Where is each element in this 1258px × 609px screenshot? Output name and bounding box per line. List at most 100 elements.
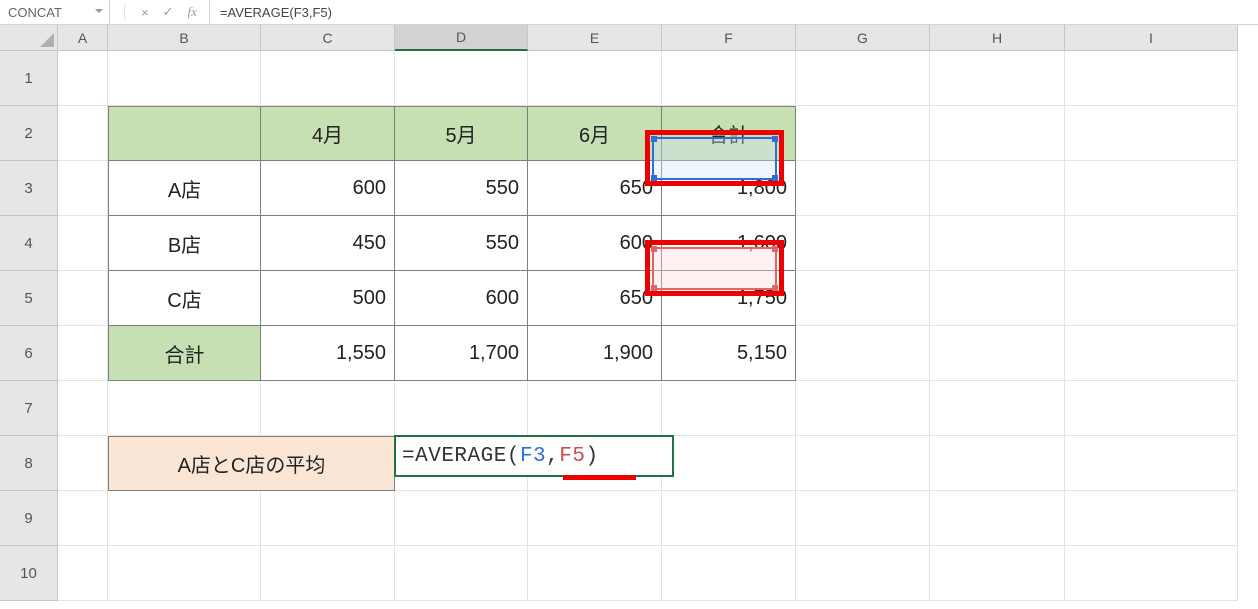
cell-H3[interactable] (930, 161, 1065, 216)
cell-G8[interactable] (796, 436, 930, 491)
cell-C1[interactable] (261, 51, 395, 106)
cell-H6[interactable] (930, 326, 1065, 381)
cell-F9[interactable] (662, 491, 796, 546)
cell-B8C8-merged[interactable]: A店とC店の平均 (108, 436, 395, 491)
cell-F1[interactable] (662, 51, 796, 106)
enter-icon[interactable]: ✓ (163, 4, 174, 20)
cell-G9[interactable] (796, 491, 930, 546)
cell-A4[interactable] (58, 216, 108, 271)
col-header-F[interactable]: F (662, 25, 796, 51)
cell-B4[interactable]: B店 (108, 216, 261, 271)
cell-H5[interactable] (930, 271, 1065, 326)
cell-G6[interactable] (796, 326, 930, 381)
cell-C7[interactable] (261, 381, 395, 436)
cell-G10[interactable] (796, 546, 930, 601)
cell-C9[interactable] (261, 491, 395, 546)
cell-D10[interactable] (395, 546, 528, 601)
row-header-2[interactable]: 2 (0, 106, 58, 161)
cell-F4[interactable]: 1,600 (662, 216, 796, 271)
cell-A7[interactable] (58, 381, 108, 436)
select-all-corner[interactable] (0, 25, 58, 51)
cell-E9[interactable] (528, 491, 662, 546)
cell-C5[interactable]: 500 (261, 271, 395, 326)
cell-E4[interactable]: 600 (528, 216, 662, 271)
cell-C2[interactable]: 4月 (261, 106, 395, 161)
cell-A9[interactable] (58, 491, 108, 546)
cell-I8[interactable] (1065, 436, 1238, 491)
cell-H2[interactable] (930, 106, 1065, 161)
cell-F10[interactable] (662, 546, 796, 601)
cell-I1[interactable] (1065, 51, 1238, 106)
editing-cell-D8[interactable]: =AVERAGE(F3,F5) (394, 435, 674, 477)
cell-E3[interactable]: 650 (528, 161, 662, 216)
cell-E1[interactable] (528, 51, 662, 106)
cell-I5[interactable] (1065, 271, 1238, 326)
row-header-4[interactable]: 4 (0, 216, 58, 271)
cell-A6[interactable] (58, 326, 108, 381)
cell-E10[interactable] (528, 546, 662, 601)
row-header-8[interactable]: 8 (0, 436, 58, 491)
cell-F6[interactable]: 5,150 (662, 326, 796, 381)
cell-G4[interactable] (796, 216, 930, 271)
cell-A3[interactable] (58, 161, 108, 216)
col-header-D[interactable]: D (395, 25, 528, 51)
cell-D2[interactable]: 5月 (395, 106, 528, 161)
col-header-I[interactable]: I (1065, 25, 1238, 51)
cell-F8[interactable] (662, 436, 796, 491)
col-header-A[interactable]: A (58, 25, 108, 51)
row-header-10[interactable]: 10 (0, 546, 58, 601)
row-header-6[interactable]: 6 (0, 326, 58, 381)
cell-B1[interactable] (108, 51, 261, 106)
col-header-C[interactable]: C (261, 25, 395, 51)
formula-input[interactable]: =AVERAGE(F3,F5) (210, 0, 1258, 24)
cell-I6[interactable] (1065, 326, 1238, 381)
cell-I2[interactable] (1065, 106, 1238, 161)
cell-H7[interactable] (930, 381, 1065, 436)
cell-G7[interactable] (796, 381, 930, 436)
cell-B2[interactable] (108, 106, 261, 161)
cell-I10[interactable] (1065, 546, 1238, 601)
cell-D9[interactable] (395, 491, 528, 546)
cell-I9[interactable] (1065, 491, 1238, 546)
row-header-1[interactable]: 1 (0, 51, 58, 106)
cell-I7[interactable] (1065, 381, 1238, 436)
cell-B3[interactable]: A店 (108, 161, 261, 216)
cell-H10[interactable] (930, 546, 1065, 601)
cell-D5[interactable]: 600 (395, 271, 528, 326)
name-box-dropdown-icon[interactable] (95, 9, 103, 13)
cell-I4[interactable] (1065, 216, 1238, 271)
cell-F5[interactable]: 1,750 (662, 271, 796, 326)
cell-A5[interactable] (58, 271, 108, 326)
cell-A10[interactable] (58, 546, 108, 601)
col-header-B[interactable]: B (108, 25, 261, 51)
fx-icon[interactable]: fx (188, 4, 197, 20)
cell-D6[interactable]: 1,700 (395, 326, 528, 381)
cell-H1[interactable] (930, 51, 1065, 106)
cell-B9[interactable] (108, 491, 261, 546)
cell-H4[interactable] (930, 216, 1065, 271)
row-header-9[interactable]: 9 (0, 491, 58, 546)
cell-G5[interactable] (796, 271, 930, 326)
cell-H8[interactable] (930, 436, 1065, 491)
cell-B5[interactable]: C店 (108, 271, 261, 326)
col-header-E[interactable]: E (528, 25, 662, 51)
cell-C4[interactable]: 450 (261, 216, 395, 271)
cell-A8[interactable] (58, 436, 108, 491)
cell-C6[interactable]: 1,550 (261, 326, 395, 381)
cell-E2[interactable]: 6月 (528, 106, 662, 161)
cell-G1[interactable] (796, 51, 930, 106)
cell-E7[interactable] (528, 381, 662, 436)
cell-D3[interactable]: 550 (395, 161, 528, 216)
cell-D7[interactable] (395, 381, 528, 436)
cell-C3[interactable]: 600 (261, 161, 395, 216)
row-header-3[interactable]: 3 (0, 161, 58, 216)
row-header-5[interactable]: 5 (0, 271, 58, 326)
row-header-7[interactable]: 7 (0, 381, 58, 436)
cell-A2[interactable] (58, 106, 108, 161)
cell-E6[interactable]: 1,900 (528, 326, 662, 381)
cell-F7[interactable] (662, 381, 796, 436)
cancel-icon[interactable]: × (141, 5, 149, 20)
cell-E5[interactable]: 650 (528, 271, 662, 326)
name-box[interactable]: CONCAT (0, 0, 110, 24)
col-header-G[interactable]: G (796, 25, 930, 51)
